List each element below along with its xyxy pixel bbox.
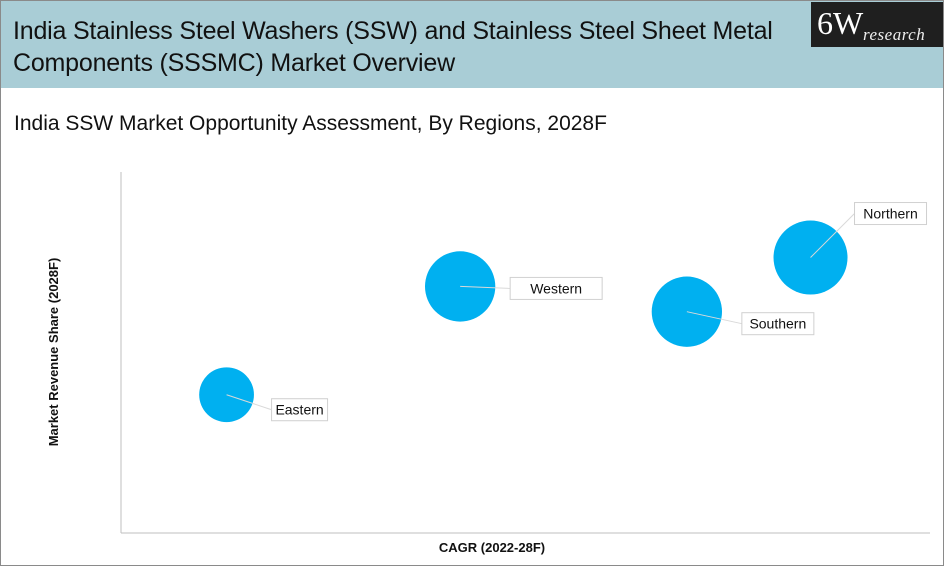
data-label-northern: Northern	[863, 206, 917, 222]
header-banner: India Stainless Steel Washers (SSW) and …	[1, 1, 943, 88]
callout-box-eastern	[271, 398, 329, 422]
leader-line-eastern	[226, 394, 272, 411]
data-label-western: Western	[530, 280, 582, 296]
page-title: India Stainless Steel Washers (SSW) and …	[13, 17, 773, 77]
brand-logo: 6W research	[811, 2, 943, 47]
data-label-eastern: Eastern	[275, 402, 323, 418]
leader-line-southern	[686, 311, 742, 325]
chart-subtitle: India SSW Market Opportunity Assessment,…	[14, 112, 607, 135]
callout-box-western	[509, 276, 603, 300]
leader-line-northern	[810, 213, 855, 258]
logo-research-text: research	[863, 25, 926, 44]
callout-box-southern	[741, 312, 815, 336]
bubble-marks: Eastern Western Southern Northern	[199, 202, 928, 423]
logo-6w-text: 6W	[817, 5, 864, 41]
y-axis-label: Market Revenue Share (2028F)	[46, 258, 61, 447]
x-axis-label: CAGR (2022-28F)	[439, 540, 545, 555]
data-label-southern: Southern	[749, 316, 806, 332]
leader-line-western	[460, 285, 511, 289]
callout-box-northern	[854, 202, 928, 226]
